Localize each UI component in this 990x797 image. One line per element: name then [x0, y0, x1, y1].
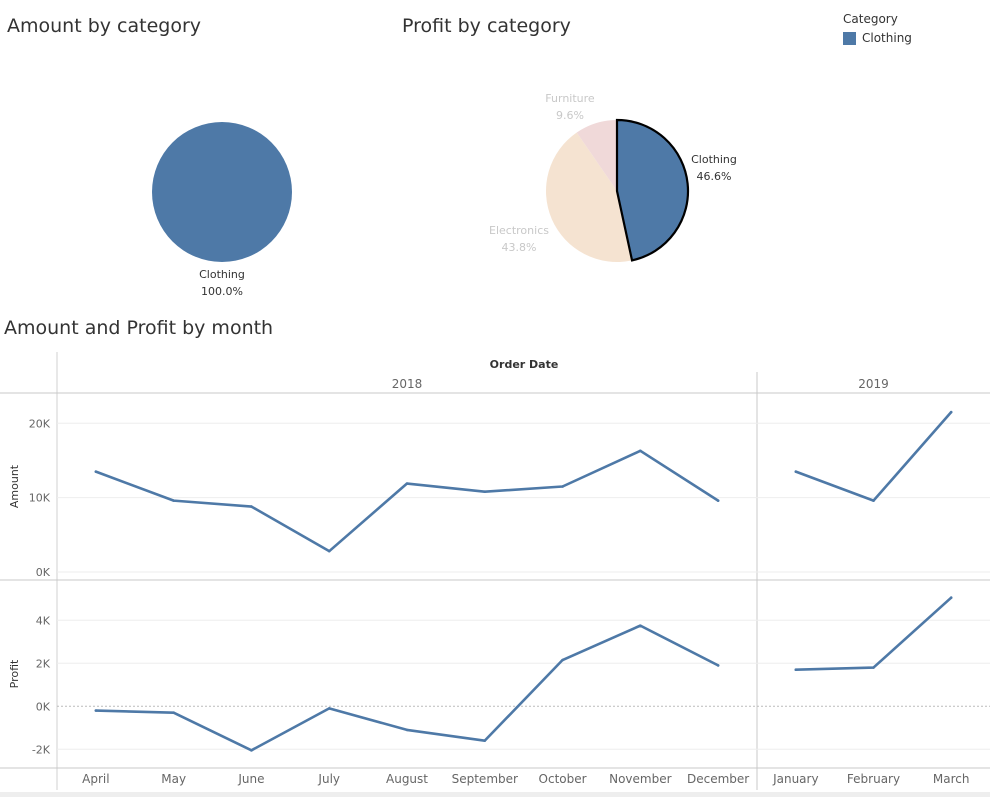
pie-slice-highlight-outline: [615, 118, 690, 262]
amount-point-2019-january: [794, 470, 798, 473]
amount-point-2018-october: [561, 485, 564, 488]
year-label-2019: 2019: [858, 377, 889, 391]
profit-point-2018-april: [94, 709, 98, 712]
profit-point-2019-march: [949, 596, 953, 599]
month-label-september: September: [452, 772, 518, 786]
pie-slice-furniture: [576, 120, 617, 191]
year-label-2018: 2018: [392, 377, 423, 391]
profit-point-2018-may: [172, 711, 175, 714]
pie-label-electronics: Electronics: [489, 224, 549, 237]
amount-tick-label-0: 0K: [36, 566, 51, 579]
month-label-april: April: [82, 772, 109, 786]
month-label-july: July: [317, 772, 340, 786]
pie-slice-clothing: [152, 122, 292, 262]
month-label-january: January: [772, 772, 819, 786]
profit-point-2018-august: [405, 728, 409, 732]
pie-slice-electronics: [546, 132, 633, 262]
month-label-october: October: [539, 772, 587, 786]
profit-point-2018-september: [483, 739, 487, 742]
amount-point-2018-april: [94, 470, 98, 473]
amount-line-2019: [794, 410, 953, 502]
profit-point-2018-october: [561, 658, 564, 662]
amount-point-2018-november: [639, 449, 642, 453]
amount-profit-line-chart: Order Date 2018 April May June July August Sept…: [0, 352, 990, 790]
column-header-order-date: Order Date: [490, 358, 559, 371]
amount-profit-by-month-title: Amount and Profit by month: [4, 317, 274, 339]
amount-by-category-title: Amount by category: [7, 15, 202, 37]
pie-label-clothing: Clothing: [691, 153, 737, 166]
profit-tick-label-1: 0K: [36, 700, 51, 713]
amount-point-2018-august: [405, 482, 409, 485]
amount-point-2018-september: [483, 490, 487, 494]
legend-swatch-clothing: [843, 31, 856, 45]
profit-point-2018-december: [716, 664, 720, 667]
legend-title: Category: [843, 12, 898, 26]
amount-point-2019-march: [949, 410, 953, 414]
month-label-june: June: [237, 772, 264, 786]
amount-line-2018: [94, 449, 720, 553]
profit-point-2018-june: [250, 749, 253, 752]
profit-line-2019: [794, 596, 953, 672]
amount-point-2018-december: [716, 499, 720, 502]
pie-value-electronics: 43.8%: [502, 241, 537, 254]
amount-point-2018-july: [327, 549, 331, 553]
amount-tick-label-1: 10K: [29, 492, 51, 505]
pie-value-furniture: 9.6%: [556, 109, 584, 122]
pie-value-clothing: 46.6%: [697, 170, 732, 183]
legend-item-clothing[interactable]: Clothing: [843, 31, 912, 45]
pie-slice-clothing: [617, 120, 688, 261]
amount-point-2018-june: [250, 505, 253, 508]
profit-pie-chart: Clothing 46.6% Electronics 43.8% Furniture 9.…: [489, 92, 737, 262]
amount-axis-label: Amount: [8, 464, 21, 508]
pie-value-clothing: 100.0%: [201, 285, 243, 298]
profit-point-2019-january: [794, 668, 798, 671]
pie-label-clothing: Clothing: [199, 268, 245, 281]
pie-label-furniture: Furniture: [545, 92, 595, 105]
legend-label-clothing: Clothing: [862, 31, 912, 45]
profit-point-2019-february: [872, 666, 875, 669]
month-label-august: August: [386, 772, 428, 786]
amount-point-2018-may: [172, 499, 175, 502]
bottom-scrollbar-area: [0, 792, 990, 797]
profit-tick-label-3: 4K: [36, 614, 51, 627]
month-label-march: March: [933, 772, 970, 786]
category-legend: Category Clothing: [843, 12, 912, 45]
month-label-february: February: [847, 772, 900, 786]
profit-point-2018-july: [327, 707, 331, 710]
profit-tick-label-0: -2K: [32, 743, 51, 756]
profit-tick-label-2: 2K: [36, 657, 51, 670]
profit-axis-label: Profit: [8, 659, 21, 688]
profit-line-2018: [94, 624, 720, 752]
month-label-november: November: [609, 772, 671, 786]
profit-point-2018-november: [639, 624, 642, 627]
month-label-december: December: [687, 772, 749, 786]
profit-by-category-title: Profit by category: [402, 15, 571, 37]
amount-point-2019-february: [872, 499, 875, 502]
month-label-may: May: [161, 772, 186, 786]
amount-pie-chart: Clothing 100.0%: [152, 122, 292, 298]
amount-tick-label-2: 20K: [29, 417, 51, 430]
